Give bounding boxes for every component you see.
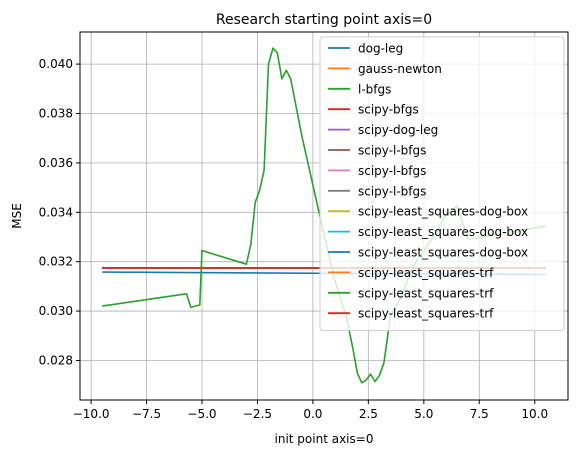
legend-label: scipy-dog-leg: [358, 123, 438, 137]
x-tick-label: 7.5: [470, 407, 489, 421]
legend-label: scipy-least_squares-dog-box: [358, 205, 528, 219]
y-tick-label: 0.036: [39, 156, 73, 170]
x-tick-label: −2.5: [243, 407, 272, 421]
legend-label: scipy-least_squares-dog-box: [358, 246, 528, 260]
y-tick-label: 0.038: [39, 107, 73, 121]
legend-label: scipy-l-bfgs: [358, 164, 426, 178]
chart-title: Research starting point axis=0: [216, 12, 432, 28]
y-axis-label: MSE: [10, 203, 24, 229]
legend-label: scipy-l-bfgs: [358, 144, 426, 158]
y-tick-label: 0.030: [39, 304, 73, 318]
x-tick-label: −10.0: [73, 407, 110, 421]
legend-label: l-bfgs: [358, 82, 391, 96]
legend-label: scipy-least_squares-dog-box: [358, 225, 528, 239]
x-axis-label: init point axis=0: [275, 432, 374, 446]
x-axis-ticks: −10.0 −7.5 −5.0 −2.5 0.0 2.5 5.0 7.5 10.0: [73, 400, 548, 421]
y-tick-label: 0.040: [39, 57, 73, 71]
y-axis-ticks: 0.028 0.030 0.032 0.034 0.036 0.038 0.040: [39, 57, 80, 367]
y-tick-label: 0.034: [39, 205, 73, 219]
y-tick-label: 0.028: [39, 353, 73, 367]
x-tick-label: 10.0: [521, 407, 548, 421]
legend-box: [319, 36, 565, 332]
legend-label: scipy-least_squares-trf: [358, 307, 494, 321]
legend-label: scipy-least_squares-trf: [358, 286, 494, 300]
legend-label: scipy-least_squares-trf: [358, 266, 494, 280]
legend: dog-leg gauss-newton l-bfgs scipy-bfgs scipy…: [319, 36, 565, 332]
x-tick-label: −5.0: [187, 407, 216, 421]
legend-label: dog-leg: [358, 42, 403, 56]
plot-frame: [79, 31, 569, 401]
x-tick-label: 0.0: [303, 407, 322, 421]
legend-label: scipy-bfgs: [358, 103, 419, 117]
x-tick-label: −7.5: [132, 407, 161, 421]
legend-label: scipy-l-bfgs: [358, 184, 426, 198]
x-tick-label: 2.5: [359, 407, 378, 421]
x-tick-label: 5.0: [414, 407, 433, 421]
legend-label: gauss-newton: [358, 62, 442, 76]
y-tick-label: 0.032: [39, 255, 73, 269]
